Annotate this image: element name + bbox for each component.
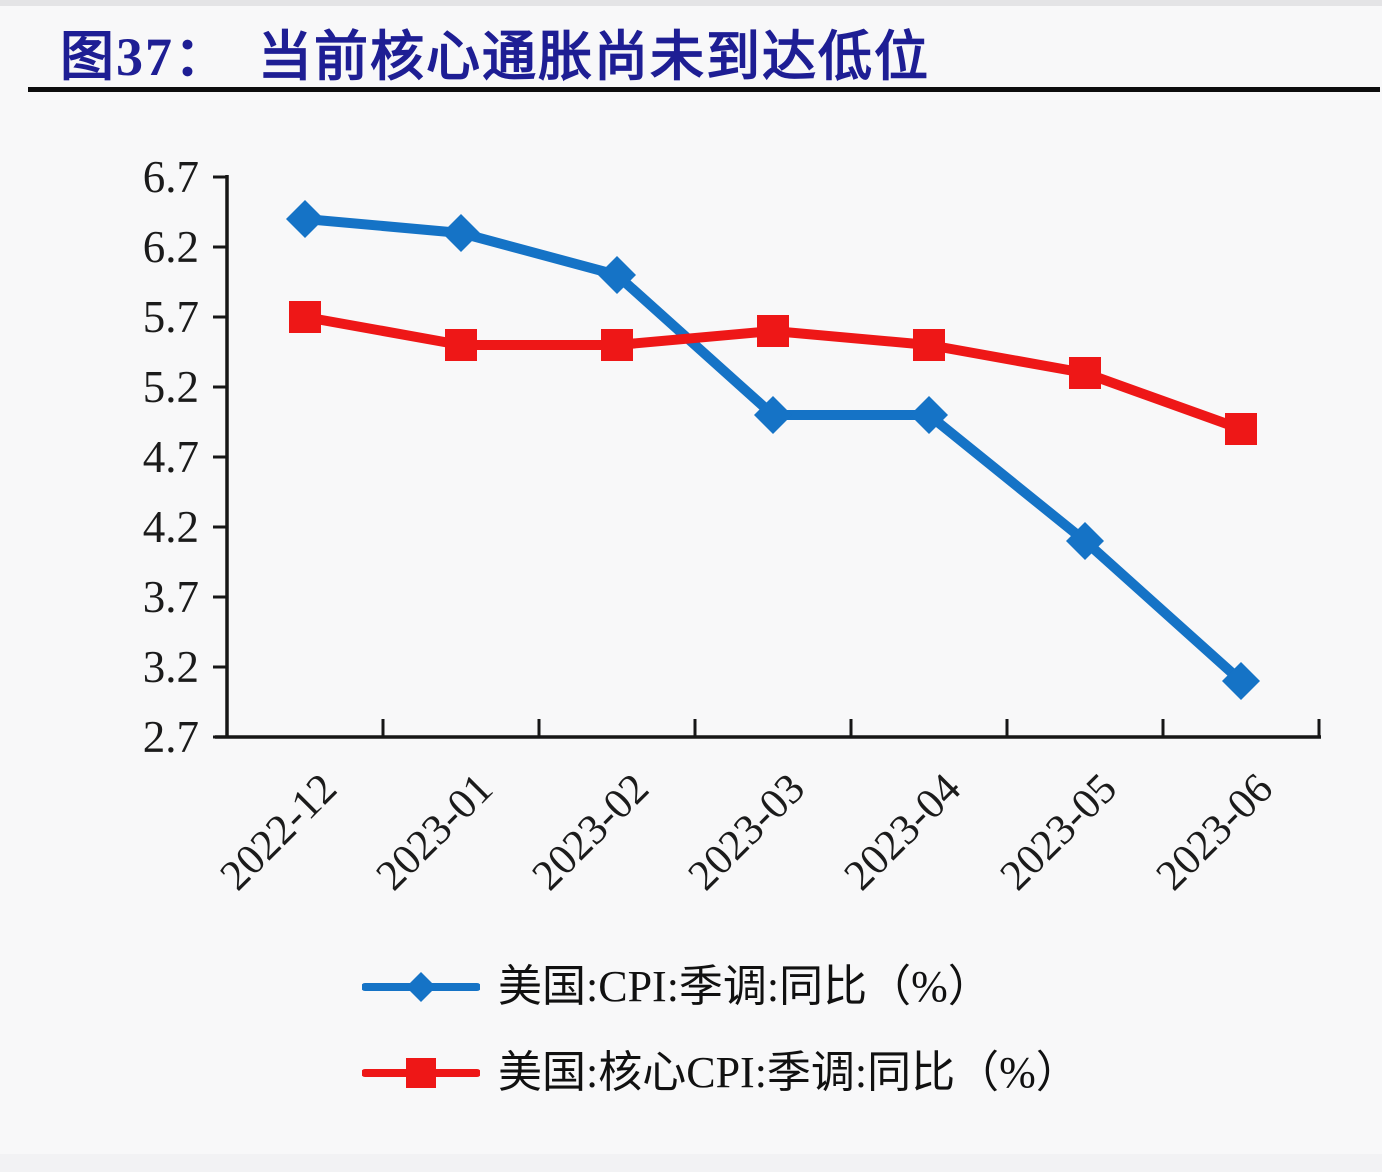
legend-item-core-cpi: 美国:核心CPI:季调:同比（%） (362, 1044, 1080, 1102)
legend-item-cpi: 美国:CPI:季调:同比（%） (362, 958, 1080, 1016)
series-marker-diamond (910, 396, 948, 434)
series-marker-square (445, 329, 477, 361)
x-axis-tick-label: 2023-02 (523, 765, 658, 900)
series-marker-square (1225, 413, 1257, 445)
series-marker-diamond (754, 396, 792, 434)
chart-legend: 美国:CPI:季调:同比（%） 美国:核心CPI:季调:同比（%） (362, 958, 1080, 1102)
series-marker-diamond (598, 256, 636, 294)
series-line-cpi (300, 214, 1246, 686)
y-axis-tick-label: 4.2 (143, 502, 199, 552)
square-marker-icon (406, 1058, 436, 1088)
y-axis-tick-label: 4.7 (143, 432, 199, 482)
series-marker-square (289, 301, 321, 333)
y-axis-tick-label: 6.2 (143, 222, 199, 272)
figure-header: 图37： 当前核心通胀尚未到达低位 (60, 12, 930, 91)
series-marker-diamond (286, 200, 324, 238)
x-axis-tick-label: 2023-04 (835, 765, 970, 900)
y-axis-tick-label: 5.7 (143, 292, 199, 342)
title-divider (28, 87, 1380, 92)
x-axis-tick-label: 2023-01 (367, 765, 502, 900)
series-marker-square (1069, 357, 1101, 389)
figure-title: 当前核心通胀尚未到达低位 (258, 27, 930, 87)
series-marker-square (601, 329, 633, 361)
series-marker-diamond (442, 214, 480, 252)
page-top-strip (0, 0, 1382, 6)
series-marker-square (913, 329, 945, 361)
y-axis-tick-label: 3.7 (143, 572, 199, 622)
legend-swatch-core-cpi (362, 1058, 480, 1088)
y-axis-tick-label: 6.7 (143, 152, 199, 202)
series-marker-diamond (1222, 662, 1260, 700)
x-axis-tick-label: 2023-06 (1147, 765, 1282, 900)
y-axis-tick-label: 3.2 (143, 642, 199, 692)
y-axis-tick-label: 2.7 (143, 712, 199, 762)
legend-label-cpi: 美国:CPI:季调:同比（%） (498, 962, 992, 1011)
series-marker-diamond (1066, 522, 1104, 560)
diamond-marker-icon (406, 972, 436, 1002)
page-bottom-strip (0, 1154, 1382, 1172)
series-marker-square (757, 315, 789, 347)
x-axis-tick-label: 2022-12 (211, 765, 346, 900)
figure-number: 图37： (60, 27, 230, 87)
legend-swatch-cpi (362, 972, 480, 1002)
x-axis-tick-label: 2023-03 (679, 765, 814, 900)
y-axis-tick-label: 5.2 (143, 362, 199, 412)
legend-label-core-cpi: 美国:核心CPI:季调:同比（%） (498, 1048, 1080, 1097)
x-axis-tick-label: 2023-05 (991, 765, 1126, 900)
